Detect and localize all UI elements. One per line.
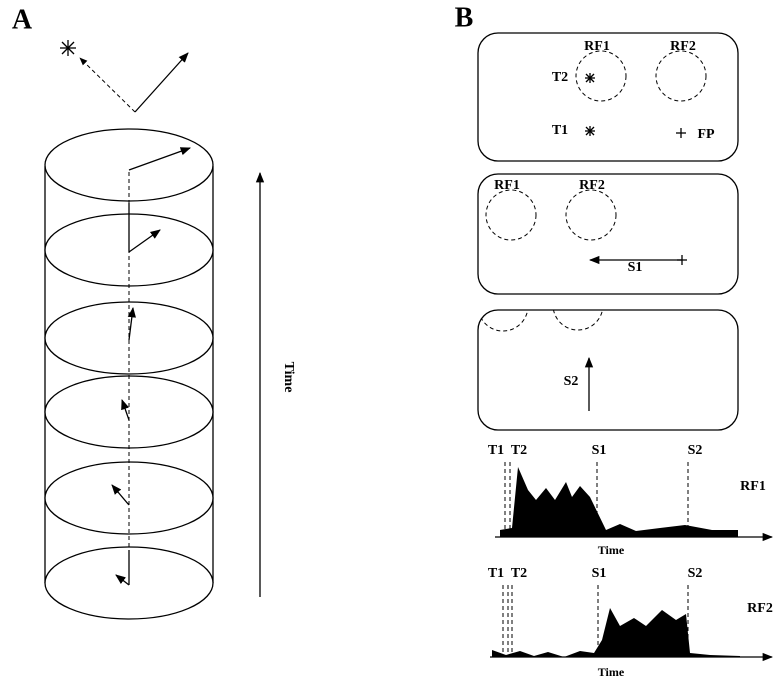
event-label: S1: [592, 443, 607, 458]
figure: A Time B RF1 RF2 T2 T1: [0, 0, 775, 683]
rf-label: RF2: [747, 601, 773, 616]
histogram-rf1: T1 T2 S1 S2 RF1 Time: [488, 443, 772, 557]
rf-label: RF2: [579, 178, 605, 193]
rf-label: RF1: [494, 178, 520, 193]
event-label: S2: [688, 443, 703, 458]
histogram-rf2: T1 T2 S1 S2 RF2 Time: [488, 566, 773, 679]
panel-label: A: [12, 4, 33, 35]
saccade-label: S2: [564, 374, 579, 389]
time-label: Time: [281, 362, 296, 393]
frame-1: RF1 RF2 T2 T1 FP: [478, 33, 738, 161]
frame-2: RF1 RF2 S1: [478, 174, 738, 294]
event-label: T2: [511, 566, 527, 581]
rf-label: RF2: [670, 39, 696, 54]
event-label: T1: [488, 566, 504, 581]
target-arrow: [135, 53, 188, 112]
time-label: Time: [598, 665, 625, 679]
panel-b: B RF1 RF2 T2 T1 FP RF1 RF2 S1 S2: [455, 2, 773, 678]
gaze-arrow: [80, 58, 135, 112]
time-label: Time: [598, 543, 625, 557]
rf-label: RF1: [740, 479, 766, 494]
event-label: T1: [488, 443, 504, 458]
frame-3: S2: [478, 280, 738, 430]
target-label: T1: [552, 123, 568, 138]
saccade-label: S1: [628, 260, 643, 275]
event-label: S1: [592, 566, 607, 581]
event-label: S2: [688, 566, 703, 581]
asterisk: [60, 40, 76, 56]
target-label: T2: [552, 70, 568, 85]
panel-a: A Time: [12, 4, 296, 619]
event-label: T2: [511, 443, 527, 458]
panel-label: B: [455, 2, 474, 33]
fixation-label: FP: [697, 127, 715, 142]
rf-label: RF1: [584, 39, 610, 54]
